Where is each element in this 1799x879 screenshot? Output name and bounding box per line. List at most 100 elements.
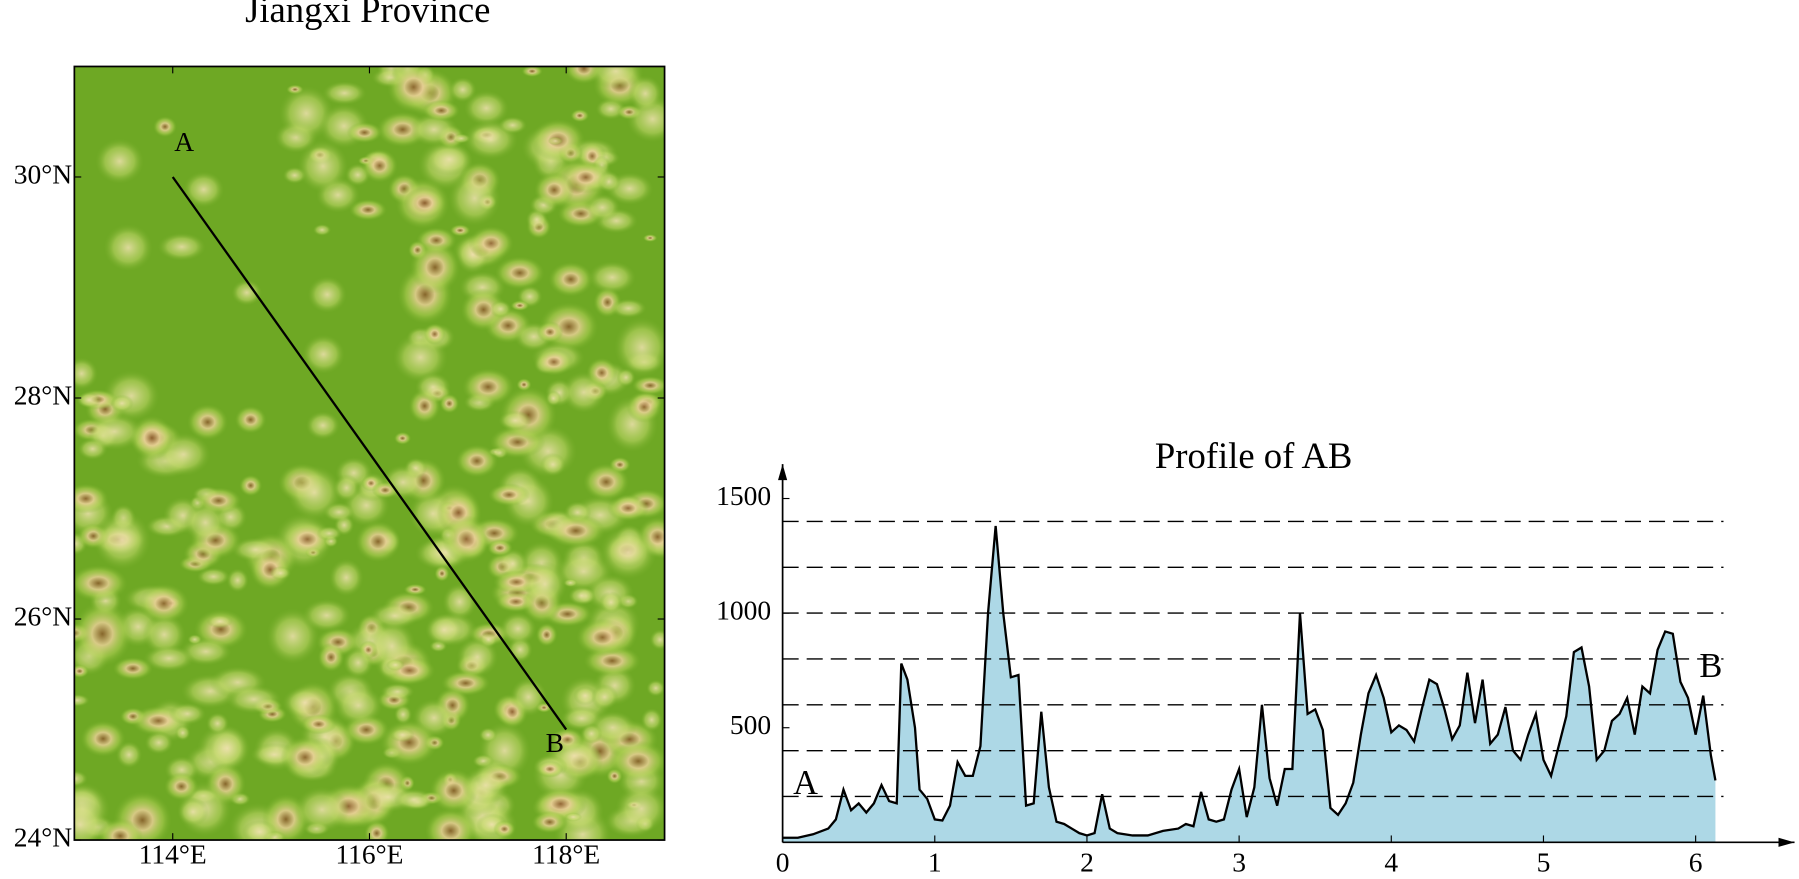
hill: [614, 317, 665, 378]
hill: [462, 368, 515, 406]
x-tick-label: 114°E: [139, 839, 207, 870]
hill: [403, 186, 447, 220]
hill: [534, 348, 574, 376]
hill: [380, 683, 415, 701]
hill: [183, 171, 225, 208]
hill: [615, 784, 665, 833]
hill: [80, 720, 126, 757]
hill: [74, 483, 109, 514]
hill: [409, 112, 459, 147]
profile-layer: 500 1000 1500 0 1 2 3 4 5 6 A B: [716, 464, 1795, 878]
hill: [448, 77, 477, 103]
x-tick-label: 1: [928, 847, 942, 878]
hill: [112, 657, 153, 680]
y-tick-label: 1000: [716, 594, 771, 625]
hill: [74, 601, 133, 667]
hill: [534, 171, 575, 208]
hill: [642, 234, 658, 242]
hill: [498, 410, 533, 431]
hill: [640, 708, 663, 732]
hill: [591, 684, 619, 710]
hill: [449, 224, 471, 237]
hill: [187, 404, 229, 441]
map-title: Jiangxi Province: [245, 0, 490, 30]
hill: [206, 726, 249, 771]
hill: [143, 645, 195, 672]
hill: [425, 142, 473, 176]
hill: [239, 474, 263, 497]
hill: [608, 740, 665, 782]
hill: [300, 713, 337, 735]
y-tick-label: 28°N: [14, 379, 72, 410]
hill: [463, 90, 509, 126]
hill: [168, 702, 207, 725]
hill: [573, 685, 597, 706]
hill: [386, 659, 405, 671]
hill: [599, 591, 623, 614]
hill: [448, 170, 501, 227]
hill: [568, 586, 595, 606]
hill: [392, 332, 449, 383]
hill: [539, 452, 567, 477]
y-tick-label: 500: [730, 709, 771, 740]
hill: [522, 561, 568, 608]
x-tick-label: 0: [776, 847, 790, 878]
hill: [153, 116, 177, 138]
hill: [387, 66, 441, 113]
hill: [97, 818, 143, 841]
hill: [493, 820, 516, 838]
hill: [231, 279, 263, 306]
hill: [394, 704, 413, 725]
hill: [346, 121, 383, 144]
hill: [626, 391, 663, 423]
x-arrow: [1778, 837, 1795, 847]
hill: [439, 393, 460, 414]
hill: [499, 612, 537, 646]
hill: [606, 495, 650, 522]
x-tick-label: 4: [1384, 847, 1398, 878]
hill: [305, 411, 341, 440]
hill: [576, 618, 629, 657]
hill: [225, 685, 282, 714]
hill: [423, 323, 446, 345]
hill: [545, 390, 562, 407]
hill: [478, 727, 498, 743]
hill: [328, 558, 364, 597]
hill: [74, 694, 90, 707]
y-tick-label: 24°N: [14, 821, 72, 852]
hill: [343, 647, 374, 679]
hill: [302, 598, 352, 632]
hill: [333, 474, 360, 502]
x-tick-label: 118°E: [532, 839, 600, 870]
hill: [535, 623, 558, 647]
x-tick-label: 6: [1689, 847, 1703, 878]
start-label: A: [793, 764, 818, 802]
hill: [521, 66, 543, 78]
hill: [536, 760, 564, 778]
hill: [322, 81, 367, 106]
hill: [494, 256, 545, 290]
hill: [456, 636, 499, 677]
hill: [280, 736, 330, 779]
hill: [95, 138, 145, 185]
hill: [409, 241, 461, 294]
hill: [393, 431, 412, 445]
hill: [588, 261, 637, 294]
hill: [85, 412, 144, 451]
hill: [175, 725, 191, 741]
hill: [367, 619, 417, 673]
x-tick-label: 3: [1232, 847, 1246, 878]
x-tick-label: 5: [1537, 847, 1551, 878]
hill: [498, 116, 528, 134]
hill: [570, 109, 590, 123]
hill: [74, 664, 89, 678]
x-tick-label: 2: [1080, 847, 1094, 878]
hill: [355, 520, 401, 563]
hill: [142, 613, 186, 656]
profile-title: Profile of AB: [1155, 435, 1353, 476]
y-tick-label: 1500: [716, 480, 771, 511]
hill: [157, 232, 206, 261]
hill: [564, 812, 583, 822]
hill: [561, 371, 606, 414]
